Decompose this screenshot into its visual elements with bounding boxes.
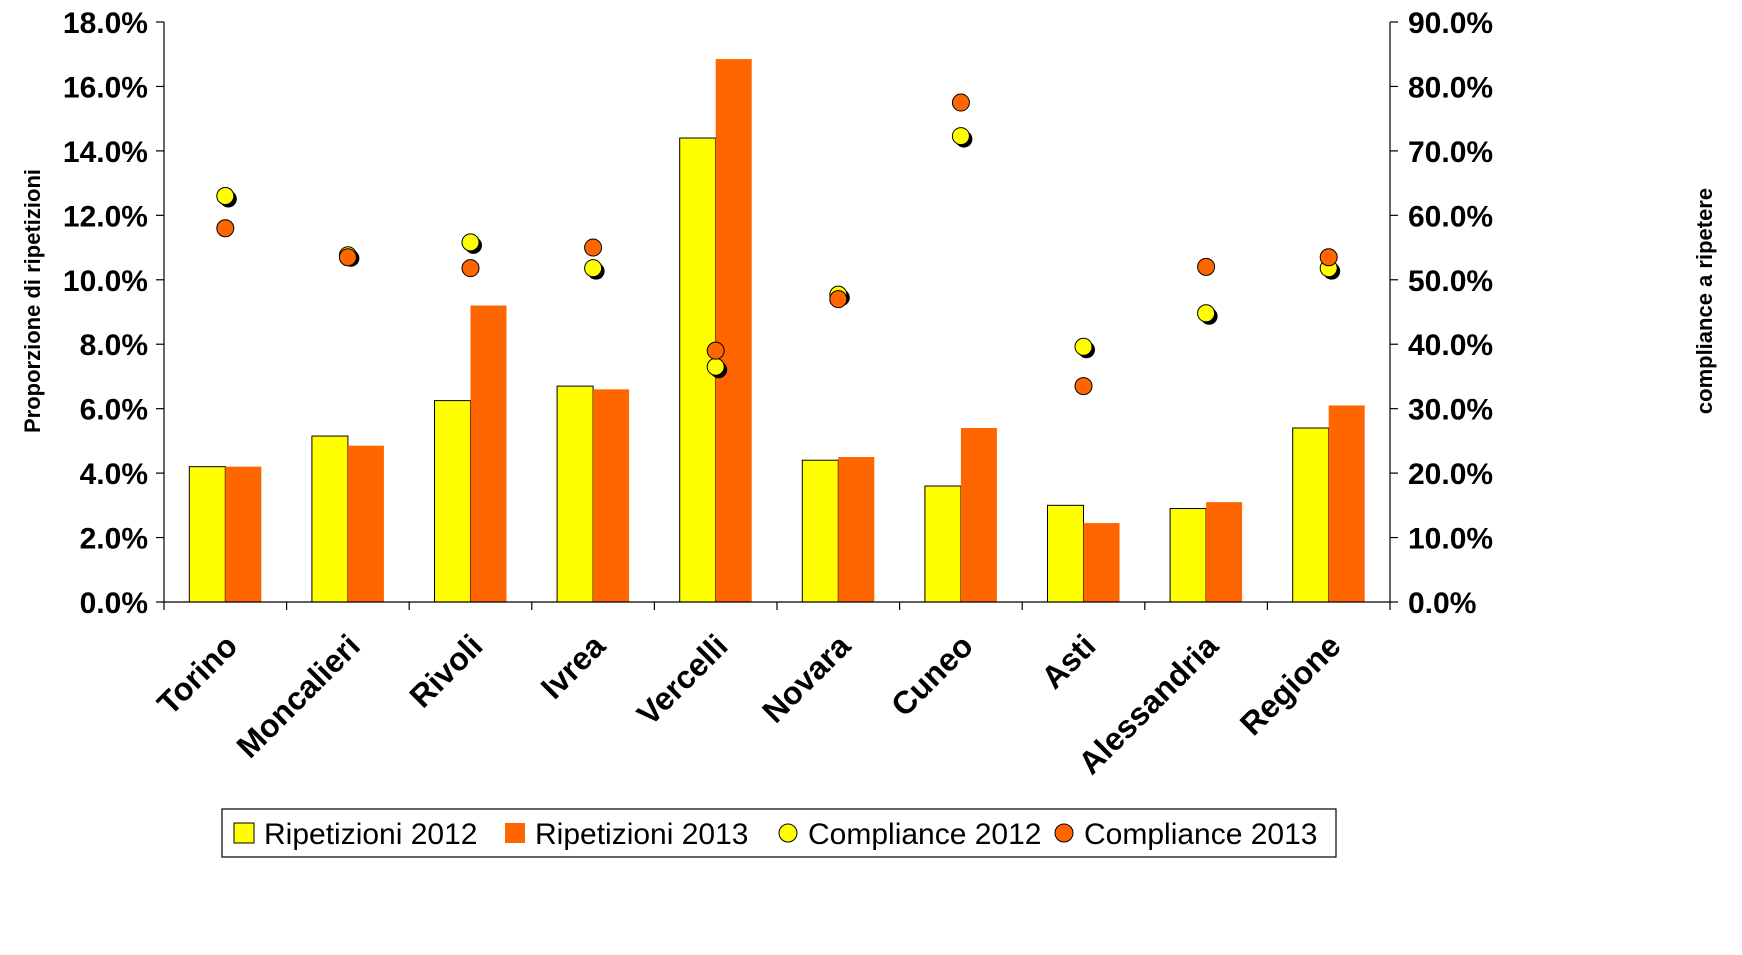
- left-tick-label: 8.0%: [80, 329, 148, 362]
- point-compliance-2013-cuneo: [951, 93, 970, 112]
- x-tick-label-asti: Asti: [1034, 627, 1102, 695]
- point-compliance-2013-novara: [829, 290, 848, 309]
- legend-label-ripetizioni-2012: Ripetizioni 2012: [264, 818, 477, 851]
- point-compliance-2012-torino: [216, 187, 235, 205]
- bar-ripetizioni-2012-regione: [1292, 427, 1330, 603]
- bar-ripetizioni-2013-asti: [1083, 523, 1120, 602]
- bar-ripetizioni-2013-vercelli: [715, 59, 752, 603]
- left-tick-label: 18.0%: [63, 7, 148, 40]
- x-tick-label-ivrea: Ivrea: [534, 627, 612, 705]
- legend-label-compliance-2013: Compliance 2013: [1084, 818, 1317, 851]
- bar-ripetizioni-2012-moncalieri: [311, 435, 349, 603]
- bar-ripetizioni-2012-torino: [188, 466, 226, 603]
- left-tick-label: 4.0%: [80, 458, 148, 491]
- bar-ripetizioni-2013-novara: [838, 457, 875, 602]
- right-tick-label: 90.0%: [1408, 7, 1493, 40]
- bar-ripetizioni-2012-asti: [1047, 504, 1084, 603]
- bar-ripetizioni-2013-regione: [1328, 405, 1365, 602]
- point-compliance-2012-ivrea: [584, 259, 603, 278]
- right-axis-title: compliance a ripetere: [1692, 188, 1717, 414]
- legend-label-ripetizioni-2013: Ripetizioni 2013: [535, 818, 748, 851]
- right-tick-label: 10.0%: [1408, 523, 1493, 556]
- point-compliance-2013-ivrea: [584, 238, 603, 257]
- bar-ripetizioni-2013-alessandria: [1206, 502, 1243, 602]
- bar-ripetizioni-2012-rivoli: [434, 400, 471, 603]
- right-tick-label: 20.0%: [1408, 458, 1493, 491]
- point-compliance-2013-moncalieri: [338, 248, 357, 267]
- legend-marker-compliance-2013: [1054, 823, 1074, 843]
- bar-ripetizioni-2013-moncalieri: [347, 445, 384, 602]
- bar-ripetizioni-2012-ivrea: [556, 385, 594, 603]
- legend-swatch-ripetizioni-2012: [233, 822, 255, 844]
- x-tick-label-moncalieri: Moncalieri: [229, 627, 366, 764]
- point-compliance-2012-cuneo: [951, 127, 970, 146]
- point-compliance-2013-vercelli: [706, 341, 725, 360]
- legend: Ripetizioni 2012 Ripetizioni 2013 Complian…: [221, 808, 1337, 858]
- bar-ripetizioni-2012-novara: [801, 459, 839, 603]
- bar-ripetizioni-2013-torino: [225, 466, 262, 602]
- point-compliance-2013-asti: [1074, 377, 1093, 396]
- point-compliance-2013-regione: [1319, 248, 1338, 267]
- x-tick-label-rivoli: Rivoli: [402, 627, 489, 714]
- x-tick-label-torino: Torino: [150, 627, 244, 721]
- x-tick-label-vercelli: Vercelli: [630, 627, 735, 732]
- left-tick-label: 6.0%: [80, 394, 148, 427]
- axes: 0.0% 2.0% 4.0% 6.0% 8.0% 10.0% 12.0% 14.0% 16.0%…: [63, 7, 1493, 781]
- bar-ripetizioni-2013-cuneo: [960, 428, 997, 602]
- point-compliance-2012-alessandria: [1197, 304, 1216, 323]
- left-tick-label: 0.0%: [80, 587, 148, 620]
- right-tick-label: 40.0%: [1408, 329, 1493, 362]
- x-tick-label-regione: Regione: [1233, 627, 1348, 742]
- left-tick-label: 2.0%: [80, 523, 148, 556]
- legend-label-compliance-2012: Compliance 2012: [808, 818, 1041, 851]
- legend-marker-compliance-2012: [778, 823, 798, 843]
- point-compliance-2012-vercelli: [706, 357, 725, 376]
- bar-ripetizioni-2013-rivoli: [470, 305, 507, 602]
- point-compliance-2013-torino: [216, 219, 235, 238]
- x-tick-label-cuneo: Cuneo: [884, 627, 980, 723]
- left-tick-label: 10.0%: [63, 265, 148, 298]
- point-compliance-2012-rivoli: [461, 233, 480, 252]
- left-tick-label: 14.0%: [63, 136, 148, 169]
- right-tick-label: 30.0%: [1408, 394, 1493, 427]
- legend-swatch-ripetizioni-2013: [505, 823, 525, 843]
- point-compliance-2012-asti: [1074, 337, 1093, 356]
- right-tick-label: 60.0%: [1408, 200, 1493, 233]
- right-tick-label: 0.0%: [1408, 587, 1476, 620]
- right-tick-label: 80.0%: [1408, 71, 1493, 104]
- bar-ripetizioni-2013-ivrea: [593, 389, 630, 602]
- right-tick-label: 70.0%: [1408, 136, 1493, 169]
- bar-ripetizioni-2012-cuneo: [924, 485, 962, 603]
- point-compliance-2013-rivoli: [461, 259, 480, 278]
- left-axis-title: Proporzione di ripetizioni: [20, 169, 45, 433]
- right-tick-label: 50.0%: [1408, 265, 1493, 298]
- point-compliance-2013-alessandria: [1197, 257, 1216, 276]
- left-tick-label: 12.0%: [63, 200, 148, 233]
- bar-ripetizioni-2012-alessandria: [1169, 508, 1207, 603]
- x-tick-label-novara: Novara: [755, 627, 857, 729]
- plot-area: [188, 59, 1365, 603]
- left-tick-label: 16.0%: [63, 71, 148, 104]
